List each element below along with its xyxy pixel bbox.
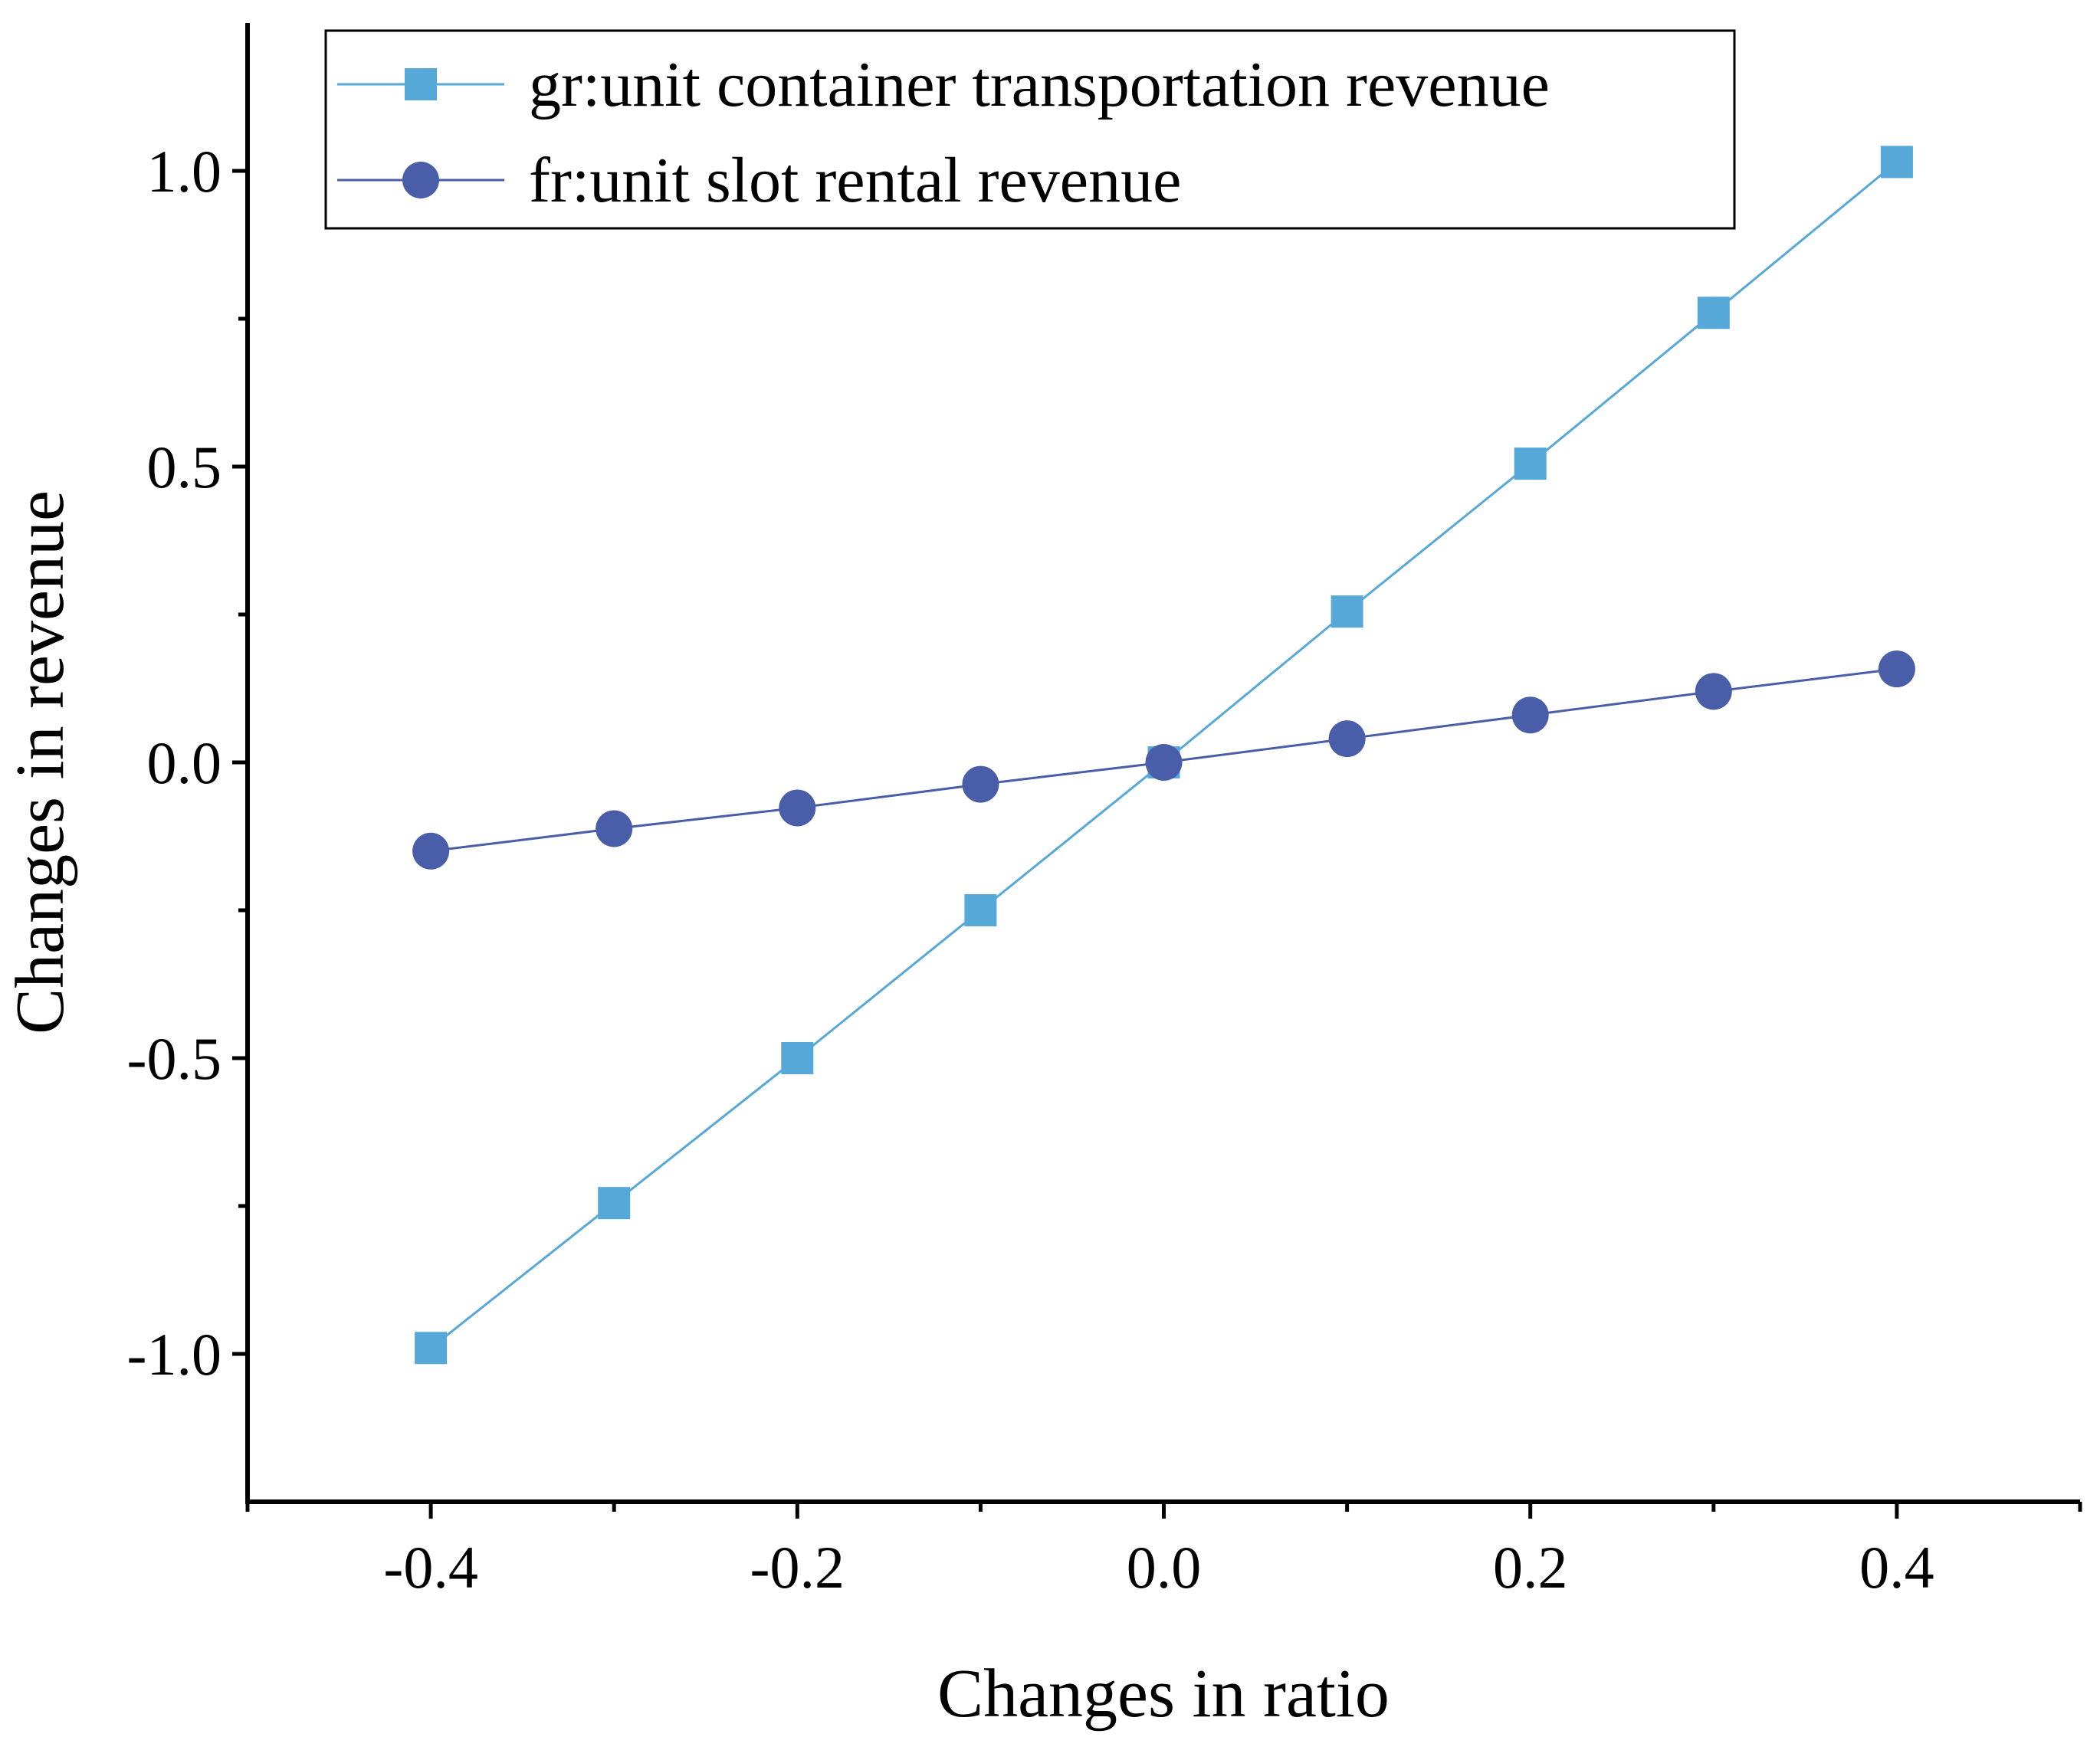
data-point-circle — [779, 789, 816, 827]
x-tick-label: 0.2 — [1493, 1534, 1568, 1601]
data-point-square — [1331, 595, 1363, 628]
data-point-circle — [962, 765, 999, 803]
axes: -1.0 -0.5 0.0 0.5 1.0 -0.4 -0.2 0.0 0.2 0.4 — [127, 23, 2082, 1601]
data-point-square — [415, 1332, 448, 1365]
x-tick-label: 0.0 — [1127, 1534, 1202, 1601]
y-tick-label: 0.5 — [147, 434, 222, 500]
y-tick-label: -1.0 — [127, 1321, 221, 1388]
data-point-circle — [1145, 744, 1183, 781]
legend-label: gr:unit container transportation revenue — [529, 49, 1550, 120]
data-point-square — [964, 894, 997, 926]
x-tick-label: -0.4 — [383, 1534, 477, 1601]
y-tick-label: 1.0 — [147, 138, 222, 205]
data-point-square — [781, 1042, 814, 1074]
data-point-circle — [1878, 651, 1915, 688]
x-axis-title: Changes in ratio — [937, 1656, 1390, 1732]
plot-series — [412, 146, 1915, 1365]
y-tick-label: -0.5 — [127, 1025, 221, 1092]
y-ticks: -1.0 -0.5 0.0 0.5 1.0 — [127, 138, 248, 1388]
x-tick-label: 0.4 — [1859, 1534, 1934, 1601]
data-point-square — [1514, 447, 1547, 480]
y-tick-label: 0.0 — [147, 729, 222, 796]
legend-marker-circle — [402, 162, 439, 198]
y-axis-title: Changes in revenue — [2, 490, 78, 1034]
legend-box — [324, 29, 1736, 230]
legend: gr:unit container transportation revenue… — [324, 29, 1736, 230]
legend-item: gr:unit container transportation revenue — [337, 49, 1550, 120]
data-point-square — [1697, 297, 1730, 329]
series-2 — [412, 651, 1915, 870]
x-ticks: -0.4 -0.2 0.0 0.2 0.4 — [245, 1502, 2082, 1601]
data-point-square — [1880, 146, 1913, 179]
legend-marker-square — [405, 68, 437, 100]
legend-label: fr:unit slot rental revenue — [529, 145, 1181, 216]
data-point-square — [598, 1187, 631, 1220]
data-point-circle — [1511, 696, 1549, 734]
data-point-circle — [412, 832, 450, 870]
x-tick-label: -0.2 — [750, 1534, 845, 1601]
data-point-circle — [1328, 720, 1366, 758]
legend-items: gr:unit container transportation revenue… — [337, 49, 1550, 216]
data-point-circle — [596, 810, 633, 847]
data-point-circle — [1695, 673, 1732, 710]
legend-item: fr:unit slot rental revenue — [337, 145, 1181, 216]
